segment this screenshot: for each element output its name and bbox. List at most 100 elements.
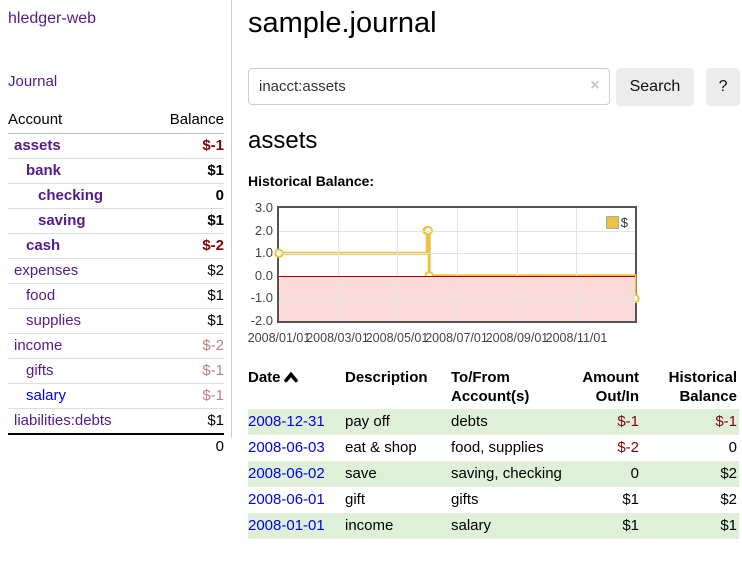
register-row: 2008-12-31 pay off debts $-1 $-1 bbox=[248, 409, 739, 435]
vertical-gridline bbox=[516, 208, 518, 321]
account-link-supplies[interactable]: supplies bbox=[26, 312, 82, 329]
account-link-gifts[interactable]: gifts bbox=[26, 362, 54, 379]
account-link-assets[interactable]: assets bbox=[14, 137, 61, 154]
register-row: 2008-01-01 income salary $1 $1 bbox=[248, 513, 739, 539]
transaction-date-link[interactable]: 2008-06-03 bbox=[248, 439, 325, 456]
transaction-accounts: salary bbox=[451, 517, 492, 534]
transaction-date-link[interactable]: 2008-01-01 bbox=[248, 517, 325, 534]
chart-plot-area: $ 3.0 2.0 1.0 0.0 -1.0 -2.0 2008/01/01 2008/03/… bbox=[248, 200, 640, 345]
register-header-row: Date Description To/From Account(s) Amou… bbox=[248, 365, 739, 409]
transaction-balance: 0 bbox=[728, 439, 737, 456]
account-row-expenses: expenses $2 bbox=[8, 258, 224, 284]
accounts-total-row: 0 bbox=[8, 433, 224, 459]
account-row-saving: saving $1 bbox=[8, 208, 224, 234]
account-row-food: food $1 bbox=[8, 283, 224, 309]
register-row: 2008-06-03 eat & shop food, supplies $-2… bbox=[248, 435, 739, 461]
transaction-description: gift bbox=[345, 491, 366, 508]
account-link-liabilities-debts[interactable]: liabilities:debts bbox=[14, 412, 112, 429]
account-balance: $1 bbox=[149, 408, 224, 435]
balance-column-header: Historical Balance bbox=[668, 369, 737, 405]
vertical-gridline bbox=[337, 208, 339, 321]
y-axis-tick-label: -2.0 bbox=[250, 313, 273, 328]
transaction-amount: $-2 bbox=[617, 439, 639, 456]
x-axis-tick-label: 2008/05/01 bbox=[365, 331, 429, 345]
balance-column-header: Balance bbox=[149, 107, 224, 134]
transaction-accounts: debts bbox=[451, 413, 488, 430]
account-heading: assets bbox=[248, 127, 318, 154]
sidebar: hledger-web Journal Account Balance asse… bbox=[0, 0, 232, 459]
transaction-amount: $1 bbox=[622, 517, 639, 534]
x-axis-tick-label: 2008/09/01 bbox=[485, 331, 549, 345]
accounts-column-header: To/From Account(s) bbox=[451, 369, 530, 405]
account-row-checking: checking 0 bbox=[8, 183, 224, 209]
historical-balance-label: Historical Balance: bbox=[248, 173, 375, 189]
app-brand-link[interactable]: hledger-web bbox=[8, 10, 97, 27]
account-row-supplies: supplies $1 bbox=[8, 308, 224, 334]
search-form: × Search ? bbox=[248, 68, 740, 106]
account-link-income[interactable]: income bbox=[14, 337, 63, 354]
transaction-balance: $2 bbox=[720, 491, 737, 508]
account-link-checking[interactable]: checking bbox=[38, 187, 104, 204]
page-title: sample.journal bbox=[248, 7, 437, 39]
account-balance: $-1 bbox=[149, 133, 224, 159]
account-balance: $-2 bbox=[149, 333, 224, 359]
transaction-description: income bbox=[345, 517, 394, 534]
transaction-description: pay off bbox=[345, 413, 390, 430]
transaction-date-link[interactable]: 2008-06-02 bbox=[248, 465, 325, 482]
accounts-total: 0 bbox=[149, 433, 224, 459]
search-input[interactable] bbox=[248, 68, 610, 105]
vertical-gridline bbox=[576, 208, 578, 321]
sidebar-item-journal[interactable]: Journal bbox=[8, 73, 58, 90]
account-balance: $-1 bbox=[149, 383, 224, 409]
account-balance: $1 bbox=[149, 158, 224, 184]
account-link-salary[interactable]: salary bbox=[26, 387, 67, 404]
account-link-food[interactable]: food bbox=[26, 287, 56, 304]
main-content: sample.journal × Search ? assets Histori… bbox=[248, 0, 740, 539]
search-button[interactable]: Search bbox=[615, 68, 695, 106]
account-link-bank[interactable]: bank bbox=[26, 162, 62, 179]
transaction-balance: $1 bbox=[720, 517, 737, 534]
account-row-salary: salary $-1 bbox=[8, 383, 224, 409]
y-axis-tick-label: 0.0 bbox=[254, 267, 273, 283]
sort-ascending-icon bbox=[283, 371, 298, 383]
clear-search-icon[interactable]: × bbox=[590, 77, 600, 94]
account-row-cash: cash $-2 bbox=[8, 233, 224, 259]
zero-line bbox=[279, 275, 635, 277]
vertical-gridline bbox=[456, 208, 458, 321]
transaction-description: save bbox=[345, 465, 377, 482]
description-column-header: Description bbox=[345, 369, 428, 386]
search-box: × bbox=[248, 68, 610, 105]
balance-chart: $ 3.0 2.0 1.0 0.0 -1.0 -2.0 2008/01/01 2008/03/… bbox=[248, 200, 640, 354]
transaction-date-link[interactable]: 2008-12-31 bbox=[248, 413, 325, 430]
transaction-amount: 0 bbox=[630, 465, 639, 482]
account-balance: $-1 bbox=[149, 358, 224, 384]
transaction-date-link[interactable]: 2008-06-01 bbox=[248, 491, 325, 508]
chart-legend: $ bbox=[605, 215, 628, 230]
account-link-expenses[interactable]: expenses bbox=[14, 262, 79, 279]
y-axis-tick-label: 2.0 bbox=[254, 222, 273, 238]
transaction-balance: $-1 bbox=[715, 413, 737, 430]
x-axis-tick-label: 2008/11/01 bbox=[545, 331, 608, 345]
x-axis-tick-label: 2008/07/01 bbox=[425, 331, 488, 345]
account-column-header: Account bbox=[8, 107, 150, 134]
account-link-saving[interactable]: saving bbox=[38, 212, 86, 229]
account-row-liabilities-debts: liabilities:debts $1 bbox=[8, 408, 224, 435]
accounts-table: Account Balance assets $-1 bank $1 check… bbox=[8, 107, 224, 459]
vertical-gridline bbox=[397, 208, 399, 321]
account-balance: $1 bbox=[149, 308, 224, 334]
date-column-header[interactable]: Date bbox=[248, 365, 345, 409]
legend-swatch-icon bbox=[605, 216, 619, 229]
account-link-cash[interactable]: cash bbox=[26, 237, 61, 254]
account-balance: 0 bbox=[149, 183, 224, 209]
account-row-assets: assets $-1 bbox=[8, 133, 224, 159]
account-balance: $1 bbox=[149, 208, 224, 234]
amount-column-header: Amount Out/In bbox=[582, 369, 639, 405]
account-balance: $1 bbox=[149, 283, 224, 309]
transaction-accounts: food, supplies bbox=[451, 439, 544, 456]
account-balance: $2 bbox=[149, 258, 224, 284]
help-button[interactable]: ? bbox=[706, 68, 740, 106]
register-row: 2008-06-01 gift gifts $1 $2 bbox=[248, 487, 739, 513]
x-axis-tick-label: 2008/01/01 bbox=[247, 331, 311, 345]
transaction-amount: $-1 bbox=[617, 413, 639, 430]
register-table: Date Description To/From Account(s) Amou… bbox=[248, 365, 739, 539]
